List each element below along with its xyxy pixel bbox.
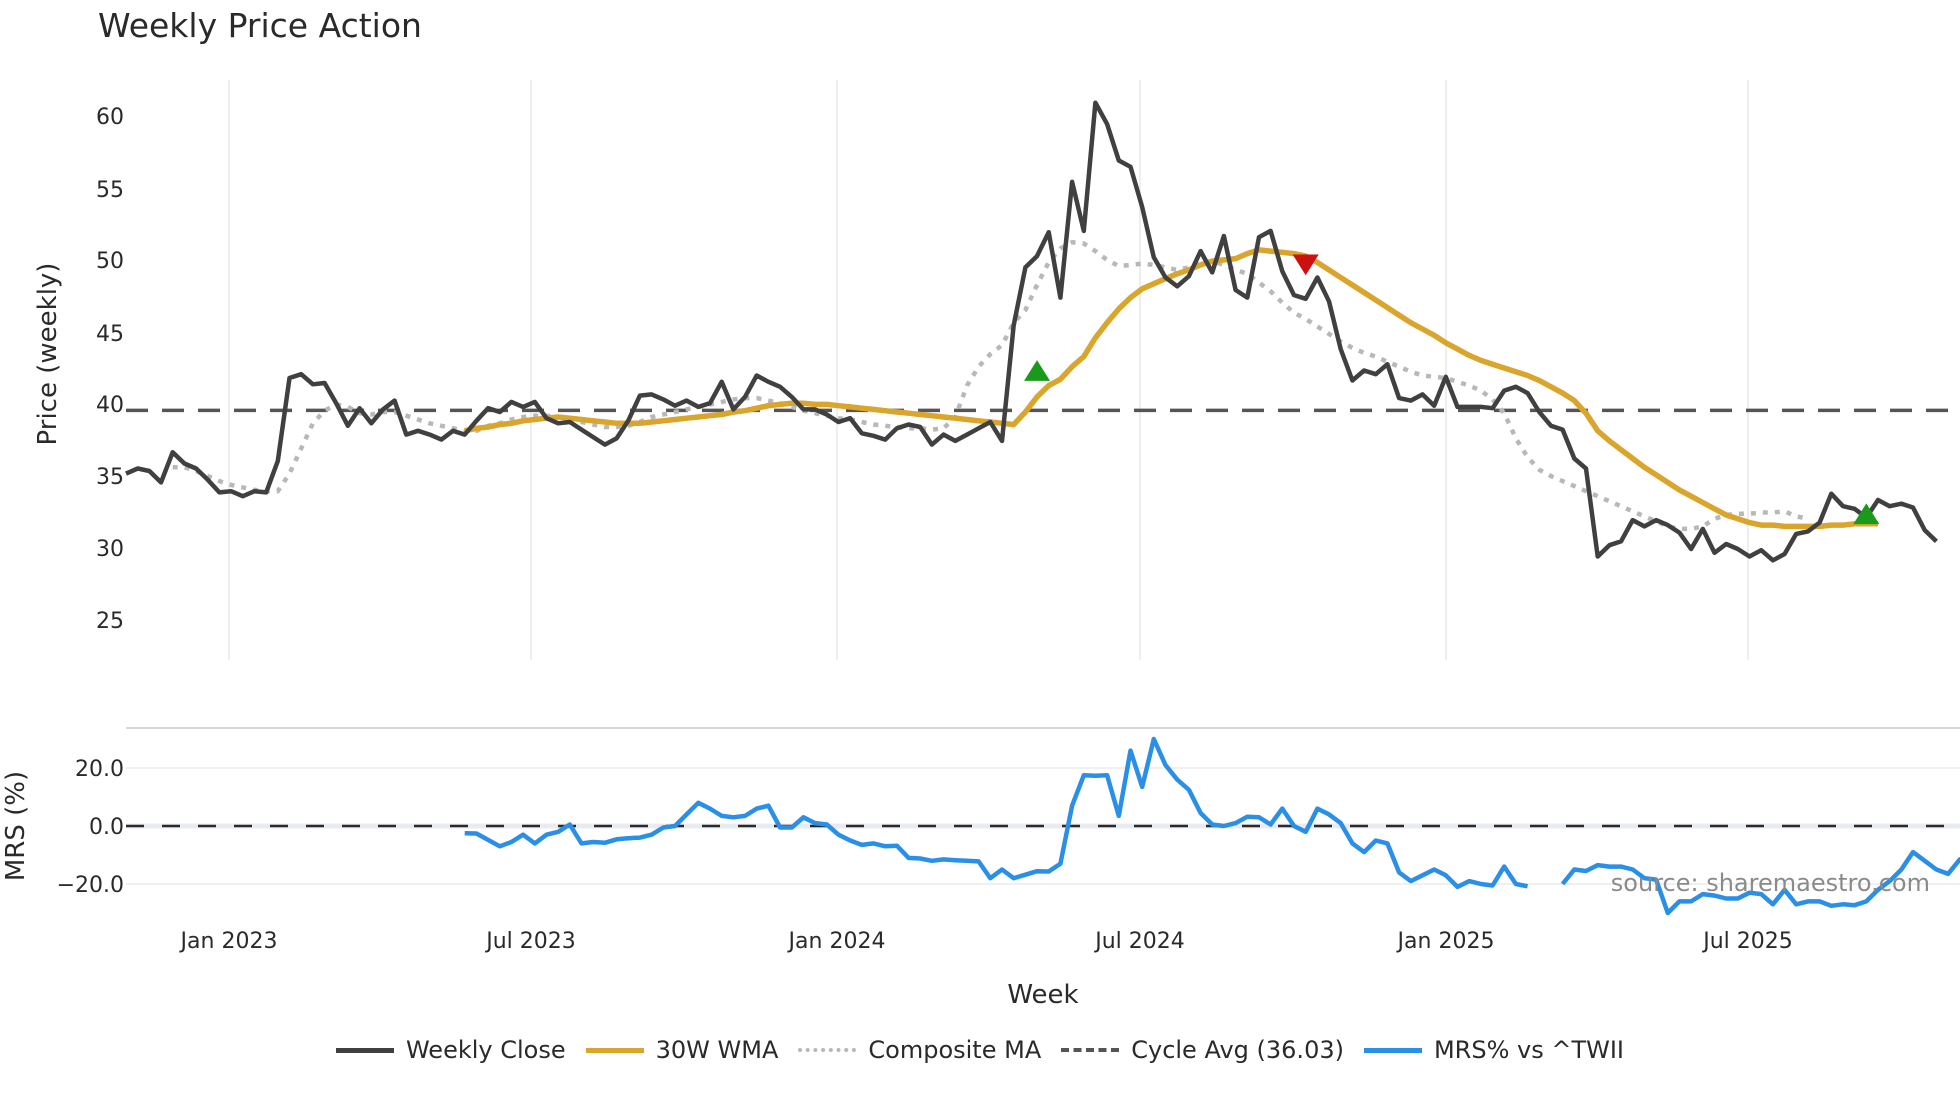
legend: Weekly Close 30W WMA Composite MA Cycle … — [0, 1036, 1960, 1064]
x-tick: Jul 2024 — [1093, 929, 1185, 954]
x-tick: Jan 2024 — [787, 929, 886, 954]
weekly-close-line — [125, 100, 1938, 563]
mrs-axis-title: MRS (%) — [1, 771, 31, 881]
x-tick: Jan 2025 — [1396, 929, 1495, 954]
x-tick: Jul 2023 — [484, 929, 576, 954]
y-tick: 50 — [96, 249, 124, 274]
legend-label: Weekly Close — [405, 1036, 566, 1064]
legend-label: 30W WMA — [655, 1036, 779, 1064]
x-axis: Jan 2023 Jul 2023 Jan 2024 Jul 2024 Jan … — [179, 929, 1793, 1010]
legend-swatch-dashed-icon — [1061, 1048, 1120, 1052]
mrs-y-tick: 20.0 — [75, 757, 124, 782]
mrs-y-axis: 20.0 0.0 −20.0 MRS (%) — [1, 757, 124, 898]
legend-label: Composite MA — [868, 1036, 1042, 1064]
30w-wma-line — [464, 247, 1878, 530]
legend-swatch-dotted-icon — [798, 1048, 857, 1052]
legend-swatch-solid-icon — [335, 1047, 394, 1053]
y-tick: 45 — [96, 322, 124, 347]
y-tick: 25 — [96, 609, 124, 634]
price-axis-title: Price (weekly) — [33, 263, 63, 446]
legend-swatch-solid-icon — [585, 1047, 644, 1053]
x-tick: Jan 2023 — [179, 929, 278, 954]
x-gridlines — [228, 80, 1749, 660]
sell-signal-triangle-down-icon — [1292, 254, 1319, 276]
y-tick: 40 — [96, 393, 124, 418]
legend-swatch-solid-icon — [1363, 1047, 1422, 1053]
mrs-y-tick: −20.0 — [57, 873, 124, 898]
buy-signal-triangle-up-icon — [1853, 503, 1880, 525]
price-y-axis: 60 55 50 45 40 35 30 25 Price (weekly) — [33, 105, 124, 634]
y-tick: 55 — [96, 178, 124, 203]
x-tick: Jul 2025 — [1701, 929, 1793, 954]
mrs-y-tick: 0.0 — [89, 815, 124, 840]
legend-label: MRS% vs ^TWII — [1433, 1036, 1625, 1064]
buy-signal-triangle-up-icon — [1024, 360, 1051, 381]
x-axis-title: Week — [1007, 980, 1078, 1010]
legend-item-cycle-avg[interactable]: Cycle Avg (36.03) — [1061, 1036, 1344, 1064]
legend-label: Cycle Avg (36.03) — [1131, 1036, 1344, 1064]
legend-item-composite-ma[interactable]: Composite MA — [798, 1036, 1041, 1064]
signal-markers — [1024, 254, 1880, 525]
y-tick: 35 — [96, 465, 124, 490]
composite-ma-line — [172, 240, 1809, 532]
mrs-line — [464, 736, 1960, 916]
source-watermark: source: sharemaestro.com — [1611, 869, 1930, 897]
y-tick: 30 — [96, 537, 124, 562]
price-series-group — [125, 100, 1938, 563]
chart-title: Weekly Price Action — [98, 6, 422, 45]
mrs-series-group — [464, 736, 1960, 916]
legend-item-mrs[interactable]: MRS% vs ^TWII — [1363, 1036, 1625, 1064]
legend-item-30w-wma[interactable]: 30W WMA — [585, 1036, 779, 1064]
legend-item-weekly-close[interactable]: Weekly Close — [335, 1036, 566, 1064]
y-tick: 60 — [96, 105, 124, 130]
